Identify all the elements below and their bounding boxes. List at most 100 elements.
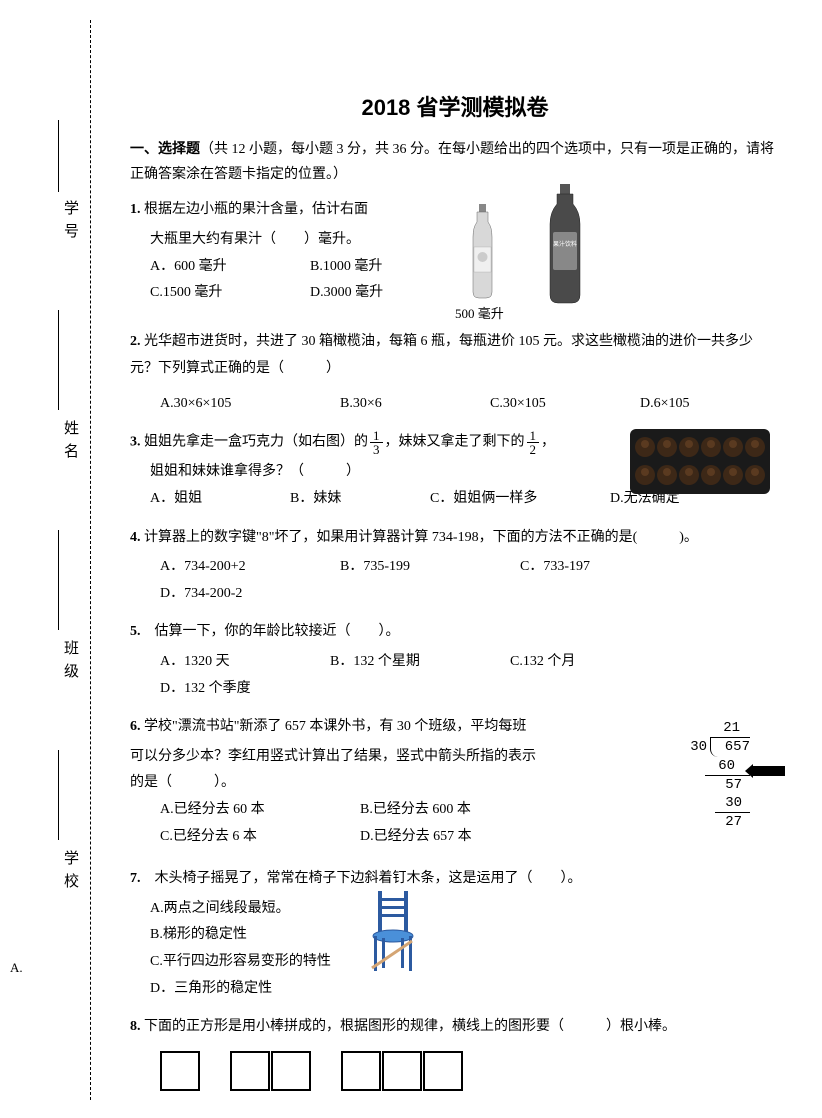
section-desc: （共 12 小题，每小题 3 分，共 36 分。在每小题给出的四个选项中，只有一…	[130, 142, 774, 182]
q8-text: 8. 下面的正方形是用小棒拼成的，根据图形的规律，横线上的图形要（ ）根小棒。	[130, 1014, 780, 1041]
margin-label-school: 学校	[60, 850, 81, 896]
square	[423, 1051, 463, 1091]
square	[382, 1051, 422, 1091]
q7-optD: D．三角形的稳定性	[130, 976, 780, 1003]
square-group-3	[341, 1051, 463, 1091]
binding-dashed-line	[90, 20, 91, 1100]
q7-body: 木头椅子摇晃了，常常在椅子下边斜着钉木条，这是运用了（ ）。	[155, 871, 582, 886]
q1-line1: 1. 根据左边小瓶的果汁含量，估计右面	[130, 197, 780, 224]
q4-optB: B．735-199	[340, 554, 480, 581]
q5-body: 估算一下，你的年龄比较接近（ ）。	[155, 624, 400, 639]
q3-text3: ，	[541, 435, 555, 450]
question-3: 3. 姐姐先拿走一盒巧克力（如右图）的13，妹妹又拿走了剩下的12， 姐姐和妹妹…	[130, 429, 780, 513]
q3-optB: B．妹妹	[290, 486, 390, 513]
margin-underline-4	[58, 750, 59, 840]
q5-num: 5.	[130, 624, 141, 639]
q3-text2: ，妹妹又拿走了剩下的	[385, 435, 525, 450]
q1-optA: A．600 毫升	[150, 254, 270, 281]
div-quotient: 21	[723, 720, 740, 736]
q5-optC: C.132 个月	[510, 649, 640, 676]
exam-title: 2018 省学测模拟卷	[130, 90, 780, 122]
margin-label-name: 姓名	[60, 420, 81, 466]
q4-num: 4.	[130, 530, 141, 545]
main-content: 2018 省学测模拟卷 一、选择题（共 12 小题，每小题 3 分，共 36 分…	[130, 90, 780, 1103]
square	[271, 1051, 311, 1091]
q5-optA: A．1320 天	[160, 649, 290, 676]
q7-optB: B.梯形的稳定性	[130, 922, 780, 949]
q6-num: 6.	[130, 719, 141, 734]
q8-num: 8.	[130, 1019, 141, 1034]
q8-body: 下面的正方形是用小棒拼成的，根据图形的规律，横线上的图形要（ ）根小棒。	[144, 1019, 676, 1034]
q4-body: 计算器上的数字键"8"坏了，如果用计算器计算 734-198，下面的方法不正确的…	[144, 530, 698, 545]
square	[160, 1051, 200, 1091]
q3-text1: 姐姐先拿走一盒巧克力（如右图）的	[144, 435, 368, 450]
q1-bottle-label: 500 毫升	[455, 302, 504, 327]
long-division: 21 30657 60 57 30 27	[660, 719, 750, 831]
stray-text: A.	[10, 960, 23, 976]
svg-text:果汁饮料: 果汁饮料	[553, 240, 577, 248]
large-bottle-icon: 果汁饮料	[540, 182, 590, 307]
squares-pattern	[130, 1051, 780, 1091]
q7-optA: A.两点之间线段最短。	[130, 896, 780, 923]
question-4: 4. 计算器上的数字键"8"坏了，如果用计算器计算 734-198，下面的方法不…	[130, 525, 780, 608]
q6-optB: B.已经分去 600 本	[360, 797, 560, 824]
div-step2: 57	[725, 777, 742, 793]
q5-optB: B．132 个星期	[330, 649, 470, 676]
chair-icon	[360, 886, 430, 976]
q4-optA: A．734-200+2	[160, 554, 300, 581]
q2-num: 2.	[130, 334, 141, 349]
q7-num: 7.	[130, 871, 141, 886]
q2-optD: D.6×105	[640, 391, 690, 418]
q2-optC: C.30×105	[490, 391, 600, 418]
section-header: 一、选择题（共 12 小题，每小题 3 分，共 36 分。在每小题给出的四个选项…	[130, 137, 780, 187]
arrow-icon	[745, 764, 785, 778]
small-bottle-icon	[465, 202, 500, 302]
question-7: 7. 木头椅子摇晃了，常常在椅子下边斜着钉木条，这是运用了（ ）。 A.两点之间…	[130, 866, 780, 1002]
q2-optA: A.30×6×105	[160, 391, 300, 418]
q7-text: 7. 木头椅子摇晃了，常常在椅子下边斜着钉木条，这是运用了（ ）。	[130, 866, 780, 893]
q4-optD: D．734-200-2	[160, 581, 242, 608]
q4-options: A．734-200+2 B．735-199 C．733-197 D．734-20…	[130, 554, 780, 607]
square-group-1	[160, 1051, 200, 1091]
q7-optC: C.平行四边形容易变形的特性	[130, 949, 780, 976]
q6-optC: C.已经分去 6 本	[160, 824, 360, 851]
square-group-2	[230, 1051, 311, 1091]
q3-optA: A．姐姐	[150, 486, 250, 513]
q1-num: 1.	[130, 202, 141, 217]
q1-optC: C.1500 毫升	[150, 280, 270, 307]
q3-num: 3.	[130, 435, 141, 450]
q3-frac1: 13	[370, 429, 383, 456]
q6-optA: A.已经分去 60 本	[160, 797, 360, 824]
chocolate-box-icon	[630, 429, 770, 494]
q2-optB: B.30×6	[340, 391, 450, 418]
margin-label-class: 班级	[60, 640, 81, 686]
q3-frac2: 12	[527, 429, 540, 456]
question-2: 2. 光华超市进货时，共进了 30 箱橄榄油，每箱 6 瓶，每瓶进价 105 元…	[130, 329, 780, 417]
question-5: 5. 估算一下，你的年龄比较接近（ ）。 A．1320 天 B．132 个星期 …	[130, 619, 780, 702]
q2-options: A.30×6×105 B.30×6 C.30×105 D.6×105	[130, 391, 780, 418]
square	[341, 1051, 381, 1091]
q1-optB: B.1000 毫升	[310, 254, 382, 281]
q1-line2: 大瓶里大约有果汁（ ）毫升。	[130, 227, 780, 254]
margin-underline-3	[58, 530, 59, 630]
div-divisor: 30	[690, 739, 707, 755]
square	[230, 1051, 270, 1091]
div-step3: 30	[725, 795, 742, 811]
q4-text: 4. 计算器上的数字键"8"坏了，如果用计算器计算 734-198，下面的方法不…	[130, 525, 780, 552]
div-step4: 27	[725, 814, 742, 830]
margin-underline-1	[58, 120, 59, 192]
q4-optC: C．733-197	[520, 554, 660, 581]
q6-optD: D.已经分去 657 本	[360, 824, 560, 851]
question-6: 6. 学校"漂流书站"新添了 657 本课外书，有 30 个班级，平均每班 可以…	[130, 714, 780, 854]
q3-optC: C．姐姐俩一样多	[430, 486, 570, 513]
section-heading: 一、选择题	[130, 142, 200, 157]
q2-text: 2. 光华超市进货时，共进了 30 箱橄榄油，每箱 6 瓶，每瓶进价 105 元…	[130, 329, 780, 382]
q2-body: 光华超市进货时，共进了 30 箱橄榄油，每箱 6 瓶，每瓶进价 105 元。求这…	[130, 334, 753, 376]
q5-text: 5. 估算一下，你的年龄比较接近（ ）。	[130, 619, 780, 646]
q5-optD: D．132 个季度	[160, 676, 251, 703]
binding-margin: 学号 姓名 班级 学校	[40, 0, 100, 1118]
q1-text1: 根据左边小瓶的果汁含量，估计右面	[144, 202, 368, 217]
q5-options: A．1320 天 B．132 个星期 C.132 个月 D．132 个季度	[130, 649, 780, 702]
margin-label-id: 学号	[60, 200, 81, 246]
div-step1: 60	[718, 758, 735, 774]
